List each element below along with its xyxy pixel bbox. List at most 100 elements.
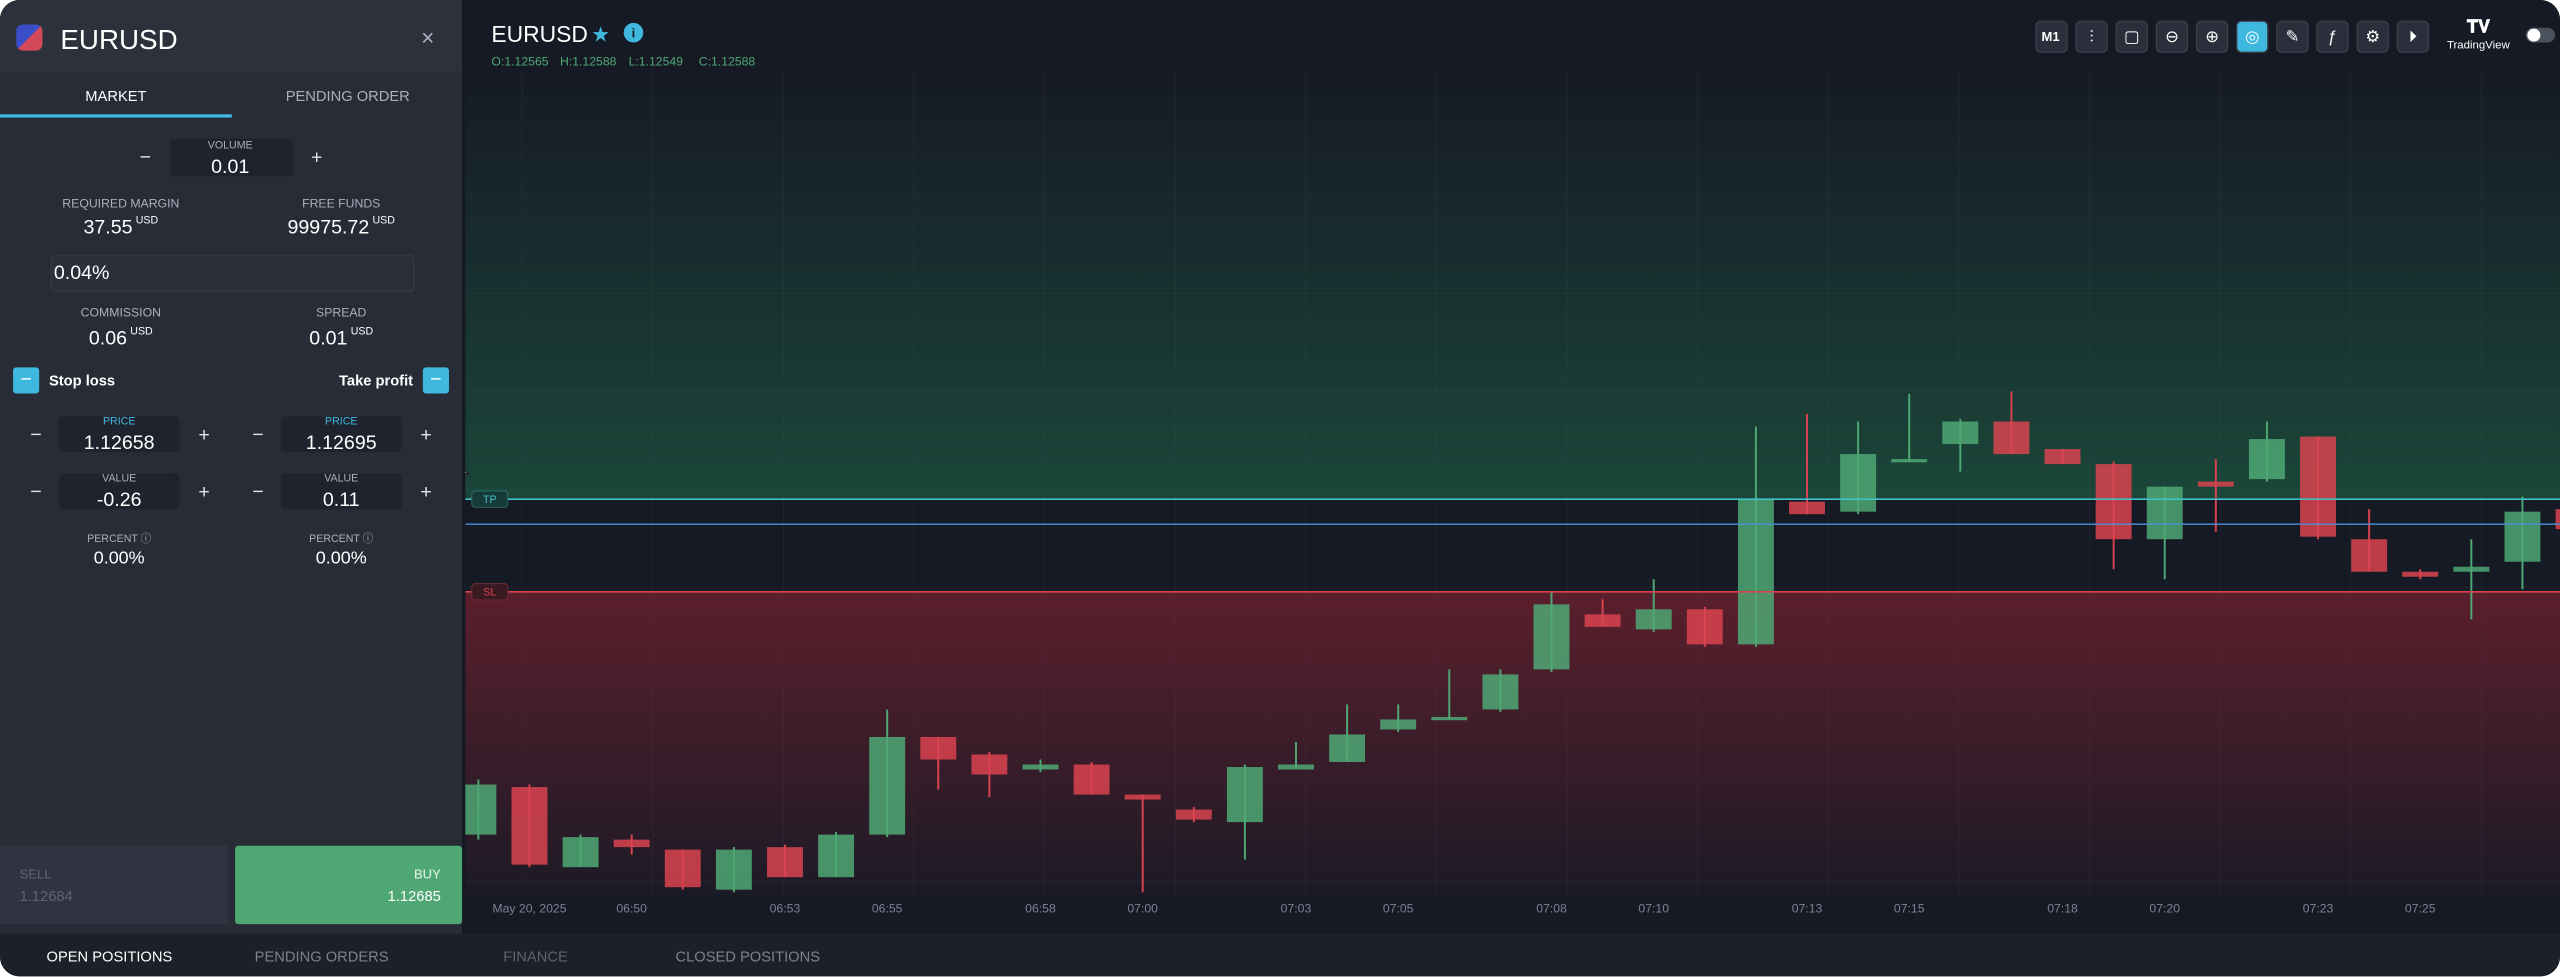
- toolbar-button[interactable]: [2276, 20, 2309, 53]
- candle-body: [1789, 501, 1825, 515]
- sl-value-label: VALUE: [102, 473, 137, 485]
- margin-unit: USD: [135, 215, 159, 227]
- candle-body: [920, 736, 957, 760]
- tab-closed-positions[interactable]: CLOSED POSITIONS: [675, 948, 821, 965]
- take-profit-checkbox[interactable]: −: [422, 367, 449, 394]
- toolbar-button[interactable]: [2115, 20, 2148, 53]
- commission-number: 0.06: [88, 326, 128, 350]
- funds-value: 99975.72 USD: [288, 216, 395, 239]
- margin-label: REQUIRED MARGIN: [62, 195, 180, 211]
- candle-body: [2146, 486, 2183, 540]
- candle-body: [1942, 421, 1979, 445]
- buy-label: BUY: [413, 866, 441, 882]
- candle-body: [2351, 539, 2388, 572]
- tp-value-label: VALUE: [324, 473, 359, 485]
- toolbar-icon: ⏵: [2409, 28, 2417, 46]
- tab-market[interactable]: MARKET: [85, 88, 147, 105]
- toolbar-icon: ⊕: [2205, 28, 2219, 46]
- sl-tag-box: [471, 583, 509, 601]
- margin-value: 37.55 USD: [83, 216, 158, 239]
- commission-label: COMMISSION: [80, 305, 161, 320]
- info-icon[interactable]: [623, 22, 644, 43]
- volume-box[interactable]: [169, 138, 294, 177]
- candle-body: [2504, 511, 2541, 562]
- tp-price-minus[interactable]: −: [252, 422, 264, 446]
- toolbar-button[interactable]: [2396, 20, 2430, 53]
- x-tick-label: 07:00: [1127, 902, 1158, 916]
- toolbar-button[interactable]: [2155, 20, 2189, 53]
- toolbar-button[interactable]: [2195, 20, 2229, 53]
- profit-zone: [465, 68, 2560, 500]
- volume-label: VOLUME: [207, 140, 253, 152]
- sl-value-plus[interactable]: +: [198, 479, 210, 503]
- price-chart: TP SL May 20, 2025 06:50 06:53 06:55 06:58 07:…: [465, 0, 2560, 934]
- brand-name: TradingView: [2447, 40, 2511, 52]
- tp-tag: TP: [483, 494, 497, 506]
- symbol: EURUSD: [60, 24, 178, 56]
- interval[interactable]: M1: [2042, 29, 2060, 44]
- candle-body: [2197, 481, 2234, 487]
- favorite-star[interactable]: ★: [591, 24, 610, 47]
- toolbar-button[interactable]: [2356, 20, 2389, 53]
- tab-open-positions[interactable]: OPEN POSITIONS: [46, 948, 173, 965]
- tp-price-plus[interactable]: +: [420, 422, 432, 446]
- stop-loss-title: Stop loss: [48, 372, 116, 389]
- sl-price-plus[interactable]: +: [198, 422, 210, 446]
- volume-plus[interactable]: +: [311, 145, 323, 169]
- x-tick-label: May 20, 2025: [492, 902, 566, 916]
- sl-price-minus[interactable]: −: [30, 422, 42, 446]
- x-tick-label: 06:50: [616, 902, 647, 916]
- tp-percent-text: PERCENT: [309, 533, 360, 546]
- candle-body: [613, 839, 650, 848]
- candle-body: [715, 849, 752, 890]
- tp-percent: 0.00%: [315, 548, 367, 569]
- toolbar-icon: ▢: [2124, 28, 2139, 46]
- candle-body: [562, 837, 599, 868]
- toolbar-icon: ⊖: [2165, 28, 2179, 46]
- sl-tag: SL: [483, 586, 496, 598]
- tp-price-box[interactable]: [280, 416, 402, 453]
- ohlc-close: C:1.12588: [699, 54, 756, 68]
- spread-value: 0.01 USD: [309, 327, 373, 350]
- tp-tag-box: [471, 490, 509, 508]
- spread-label: SPREAD: [316, 305, 367, 320]
- candle-body: [1635, 609, 1672, 630]
- candle-body: [1584, 614, 1621, 627]
- tp-value-box[interactable]: [280, 473, 402, 510]
- tp-price: 1.12695: [305, 431, 377, 454]
- sell-button[interactable]: [0, 845, 229, 925]
- toolbar-button[interactable]: [2075, 20, 2108, 53]
- candle-body: [1073, 764, 1110, 795]
- sl-price-box[interactable]: [58, 416, 180, 453]
- sl-value-minus[interactable]: −: [30, 479, 42, 503]
- chart-symbol: EURUSD: [491, 21, 587, 47]
- stop-loss-checkbox[interactable]: −: [13, 367, 40, 394]
- candle-body: [2095, 464, 2132, 540]
- toolbar-button[interactable]: [2236, 20, 2269, 53]
- candle-body: [1380, 719, 1417, 730]
- candle-body: [971, 754, 1008, 775]
- tab-pending[interactable]: PENDING ORDER: [285, 88, 410, 105]
- toolbar-button[interactable]: [2316, 20, 2349, 53]
- tp-value-plus[interactable]: +: [420, 479, 432, 503]
- buy-button[interactable]: [235, 845, 463, 925]
- toolbar-button[interactable]: [2035, 20, 2068, 53]
- candle-body: [1022, 764, 1059, 770]
- candle-body: [2044, 449, 2081, 465]
- tp-value-minus[interactable]: −: [252, 479, 264, 503]
- candle-body: [1175, 809, 1212, 820]
- tab-pending-orders[interactable]: PENDING ORDERS: [254, 948, 389, 965]
- sl-value-box[interactable]: [58, 473, 180, 510]
- funds-number: 99975.72: [287, 215, 370, 239]
- candle-body: [1329, 734, 1366, 763]
- candle-body: [1431, 716, 1468, 721]
- candle-body: [818, 834, 855, 878]
- close-button[interactable]: ×: [421, 24, 435, 51]
- volume-minus[interactable]: −: [139, 145, 152, 169]
- toolbar-icon: ◎: [2245, 28, 2259, 46]
- candle-body: [1226, 767, 1263, 823]
- loss-zone: [465, 591, 2560, 895]
- sell-label: SELL: [19, 866, 52, 882]
- tab-finance[interactable]: FINANCE: [503, 948, 568, 965]
- x-tick-label: 07:20: [2149, 902, 2180, 916]
